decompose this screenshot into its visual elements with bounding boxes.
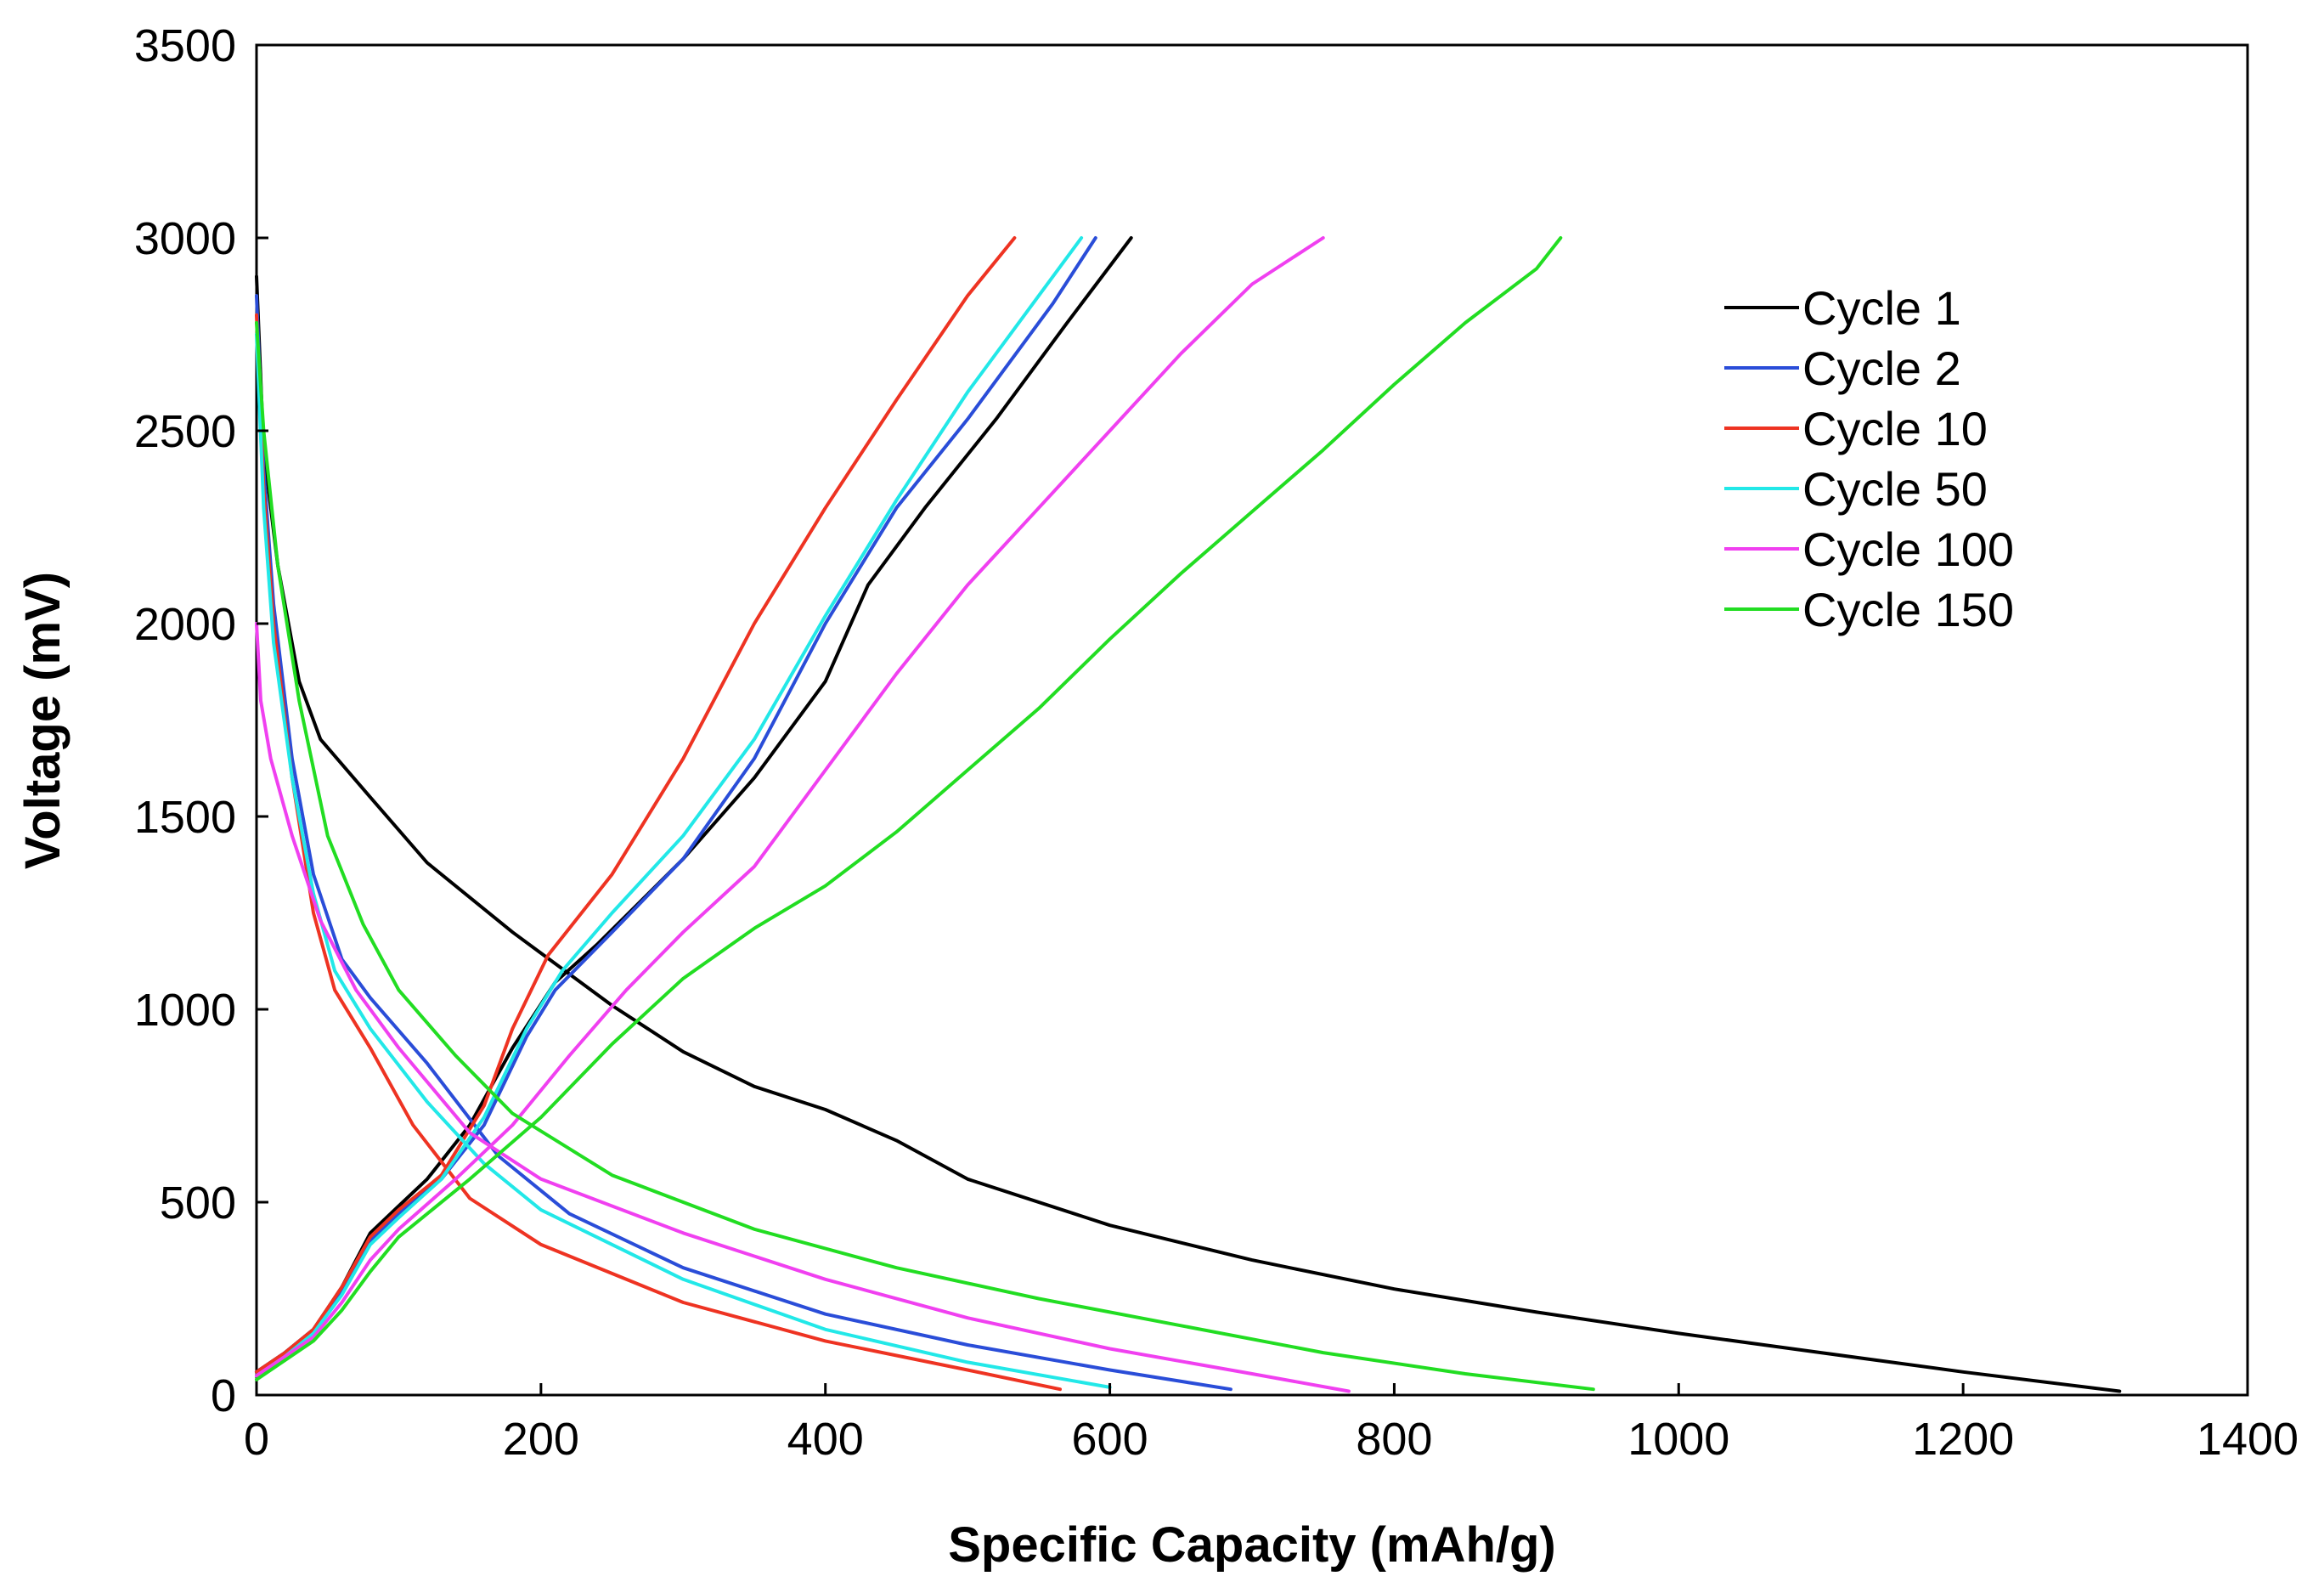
cycle-50-charge-line: [255, 236, 1084, 1378]
x-axis-ticks: 0 200 400 600 800 1000 1200 1400: [244, 1383, 2299, 1465]
cycle-100-charge-line: [255, 236, 1325, 1378]
y-tick-label: 3500: [134, 20, 236, 71]
legend-label-cycle-2: Cycle 2: [1802, 342, 1961, 395]
y-tick-label: 1500: [134, 792, 236, 843]
legend-label-cycle-50: Cycle 50: [1802, 462, 1988, 516]
y-tick-label: 3000: [134, 213, 236, 264]
cycle-1-charge-line: [255, 236, 1133, 1374]
x-tick-label: 600: [1072, 1414, 1148, 1465]
x-tick-label: 200: [503, 1414, 579, 1465]
y-tick-label: 2000: [134, 599, 236, 650]
x-tick-label: 1200: [1912, 1414, 2014, 1465]
legend-label-cycle-150: Cycle 150: [1802, 583, 2014, 636]
x-tick-label: 0: [244, 1414, 269, 1465]
legend: Cycle 1 Cycle 2 Cycle 10 Cycle 50 Cycle 100 C…: [1724, 281, 2014, 636]
cycle-100-discharge-line: [255, 622, 1351, 1393]
cycle-1-discharge-line: [255, 274, 2122, 1393]
legend-label-cycle-10: Cycle 10: [1802, 402, 1988, 455]
y-axis-title: Voltage (mV): [15, 572, 71, 869]
y-tick-label: 2500: [134, 406, 236, 457]
plot-frame: [255, 43, 2249, 1397]
legend-label-cycle-1: Cycle 1: [1802, 281, 1961, 335]
cycle-10-discharge-line: [255, 313, 1062, 1392]
y-axis-ticks: 0 500 1000 1500 2000 2500 3000 3500: [134, 20, 268, 1421]
x-axis-title: Specific Capacity (mAh/g): [948, 1517, 1555, 1573]
cycle-150-charge-line: [255, 236, 1563, 1381]
legend-label-cycle-100: Cycle 100: [1802, 523, 2014, 576]
y-tick-label: 500: [160, 1178, 236, 1229]
series-layer: [255, 236, 2122, 1393]
cycle-150-discharge-line: [255, 320, 1595, 1392]
cycle-2-discharge-line: [255, 294, 1233, 1392]
x-tick-label: 800: [1356, 1414, 1432, 1465]
cycle-50-discharge-line: [255, 332, 1112, 1389]
y-tick-label: 1000: [134, 985, 236, 1036]
cycle-10-charge-line: [255, 236, 1017, 1374]
y-tick-label: 0: [211, 1370, 236, 1421]
x-tick-label: 400: [787, 1414, 864, 1465]
x-tick-label: 1400: [2197, 1414, 2299, 1465]
x-tick-label: 1000: [1627, 1414, 1729, 1465]
cycle-2-charge-line: [255, 236, 1097, 1374]
